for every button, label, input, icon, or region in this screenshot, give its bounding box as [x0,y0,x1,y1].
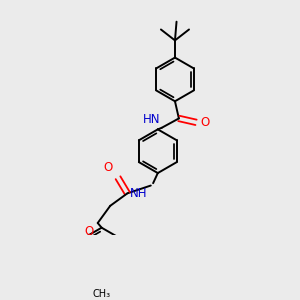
Text: NH: NH [129,187,147,200]
Text: O: O [103,161,112,174]
Text: HN: HN [142,113,160,126]
Text: CH₃: CH₃ [93,289,111,299]
Text: O: O [200,116,209,129]
Text: O: O [85,225,94,238]
